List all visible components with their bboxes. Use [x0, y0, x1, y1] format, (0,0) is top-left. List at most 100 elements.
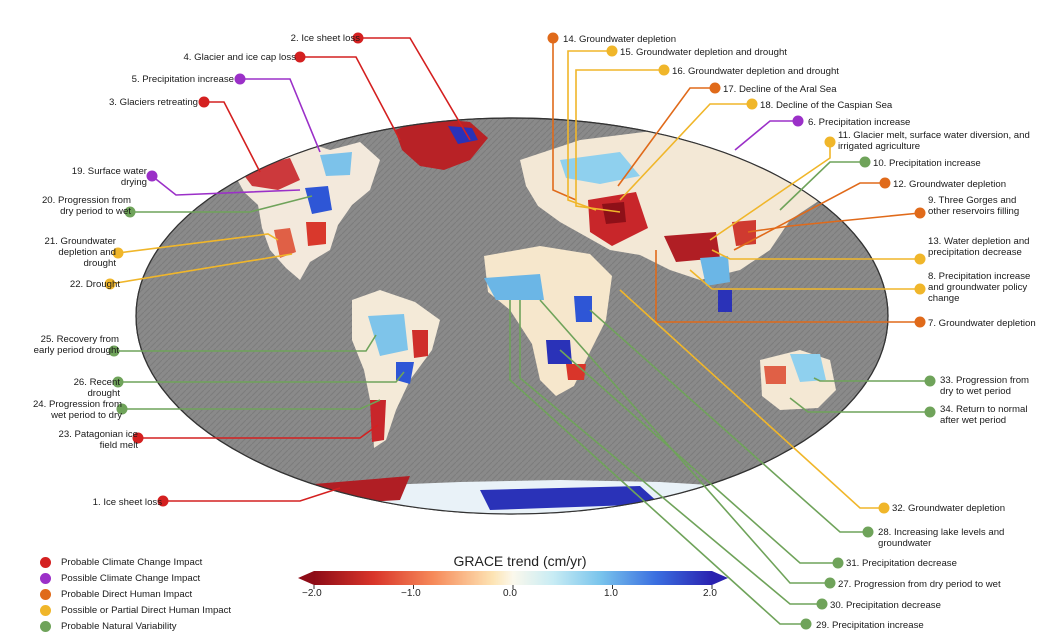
colorbar-tick: 2.0 [703, 588, 717, 599]
anomaly-brazil-south [396, 362, 414, 384]
anomaly-brazil-east [412, 330, 428, 358]
annotation-label-9: 9. Three Gorges and other reservoirs fil… [928, 195, 1020, 217]
leader-line-33 [813, 377, 930, 382]
leader-line-18 [619, 103, 752, 201]
colorbar-tick: 1.0 [604, 588, 618, 599]
legend-dot [40, 588, 51, 600]
leader-line-28 [589, 309, 868, 533]
colorbar-tick: −1.0 [401, 588, 421, 599]
legend: Probable Climate Change Impact Possible … [40, 554, 231, 634]
leader-line-12 [733, 182, 885, 251]
leader-line-32 [619, 289, 884, 509]
label-dot-2 [352, 32, 364, 44]
annotation-label-32: 32. Groundwater depletion [892, 503, 1006, 514]
anomaly-na-canada [320, 152, 352, 176]
label-dot-31 [832, 557, 844, 569]
leader-line-25 [114, 334, 377, 352]
leader-line-2 [358, 37, 471, 141]
label-dot-25 [108, 345, 120, 357]
annotation-label-10: 10. Precipitation increase [873, 158, 981, 169]
anomaly-se-asia [718, 290, 732, 312]
label-dot-19 [146, 170, 158, 182]
label-dot-7 [914, 316, 926, 328]
leader-line-4 [300, 56, 401, 141]
annotation-label-33: 33. Progression from dry to wet period [940, 375, 1030, 397]
legend-dot [40, 556, 51, 568]
annotation-label-5: 5. Precipitation increase [131, 74, 234, 85]
annotation-label-27: 27. Progression from dry period to wet [838, 579, 1001, 590]
annotation-label-30: 30. Precipitation decrease [830, 600, 941, 611]
leader-line-31 [559, 349, 838, 564]
label-dot-18 [746, 98, 758, 110]
leader-line-22 [109, 253, 293, 285]
annotation-label-20: 20. Progression from dry period to wet [41, 195, 131, 217]
annotation-label-4: 4. Glacier and ice cap loss [183, 52, 296, 63]
colorbar-tick: 0.0 [503, 588, 517, 599]
label-dot-21 [112, 247, 124, 259]
annotation-label-11: 11. Glacier melt, surface water diversio… [838, 130, 1030, 152]
annotation-label-26: 26. Recent drought [73, 377, 120, 399]
label-dot-23 [132, 432, 144, 444]
leader-line-30 [519, 300, 822, 605]
legend-dot [40, 604, 51, 616]
label-dot-6 [792, 115, 804, 127]
legend-label: Possible or Partial Direct Human Impact [61, 604, 232, 616]
annotation-label-15: 15. Groundwater depletion and drought [620, 47, 787, 58]
annotation-label-1: 1. Ice sheet loss [92, 497, 162, 508]
annotation-label-16: 16. Groundwater depletion and drought [672, 66, 839, 77]
label-dot-5 [234, 73, 246, 85]
label-dot-33 [924, 375, 936, 387]
anomaly-india-north [664, 232, 720, 262]
label-dot-24 [116, 403, 128, 415]
anomaly-lake-victoria [574, 296, 592, 322]
leader-line-6 [734, 120, 798, 151]
colorbar-min-arrow [298, 571, 314, 585]
anomaly-caspian-core [602, 202, 626, 224]
leader-line-20 [130, 195, 313, 213]
annotation-label-24: 24. Progression from wet period to dry [32, 399, 122, 421]
label-dot-13 [914, 253, 926, 265]
label-dot-17 [709, 82, 721, 94]
anomaly-australia-west [764, 366, 786, 384]
legend-label: Probable Natural Variability [61, 620, 177, 632]
anomaly-na-southeast [306, 222, 326, 246]
annotation-label-19: 19. Surface water drying [71, 166, 147, 188]
label-dot-9 [914, 207, 926, 219]
anomaly-zambezi [546, 340, 572, 364]
legend-dot [40, 620, 51, 632]
legend-item: Probable Direct Human Impact [40, 586, 231, 602]
label-dot-3 [198, 96, 210, 108]
annotation-label-28: 28. Increasing lake levels and groundwat… [878, 527, 1005, 549]
leader-line-9 [747, 212, 921, 233]
annotation-label-34: 34. Return to normal after wet period [940, 404, 1028, 426]
leader-line-19 [151, 175, 301, 196]
annotation-label-22: 22. Drought [69, 279, 120, 290]
leader-line-17 [617, 87, 715, 187]
annotation-label-3: 3. Glaciers retreating [108, 97, 198, 108]
leader-line-27 [539, 299, 830, 584]
anomaly-amazon [368, 314, 408, 356]
legend-item: Possible or Partial Direct Human Impact [40, 602, 231, 618]
legend-dot [40, 572, 51, 584]
map-land [232, 118, 836, 514]
legend-item: Probable Natural Variability [40, 618, 231, 634]
label-dot-16 [658, 64, 670, 76]
annotation-label-29: 29. Precipitation increase [816, 620, 924, 631]
anomaly-siberia-blue [560, 152, 640, 184]
annotation-label-7: 7. Groundwater depletion [928, 318, 1036, 329]
leader-line-29 [509, 300, 806, 625]
leader-line-15 [567, 50, 612, 211]
anomaly-tibet-blue [700, 256, 730, 286]
annotation-label-18: 18. Decline of the Caspian Sea [760, 100, 893, 111]
label-dot-1 [157, 495, 169, 507]
legend-label: Possible Climate Change Impact [61, 572, 201, 584]
label-dot-8 [914, 283, 926, 295]
anomaly-china-east [732, 220, 756, 246]
leader-line-1 [163, 487, 341, 502]
anomaly-patagonia [370, 400, 386, 442]
leader-line-13 [711, 249, 920, 260]
leader-line-24 [122, 399, 381, 410]
legend-label: Probable Climate Change Impact [61, 556, 203, 568]
label-dot-26 [112, 376, 124, 388]
anomaly-na-west [240, 158, 300, 190]
